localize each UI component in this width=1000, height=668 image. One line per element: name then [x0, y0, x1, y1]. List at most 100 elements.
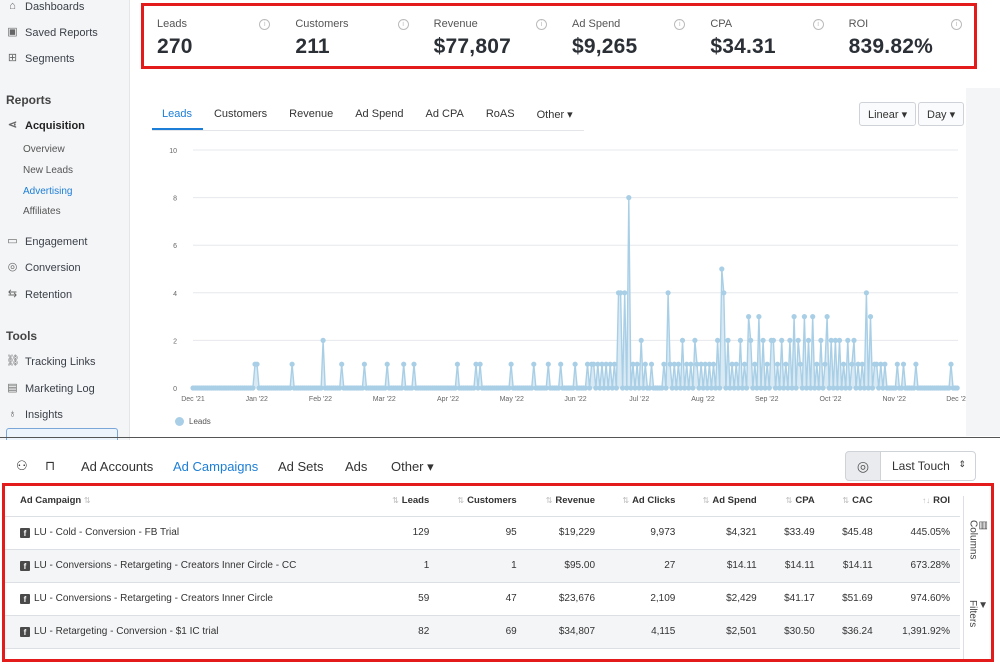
leads-point — [799, 385, 805, 391]
campaign-name-cell[interactable]: f LU - Conversions - Retargeting - Creato… — [5, 549, 377, 583]
tab-ad-accounts[interactable]: Ad Accounts — [81, 459, 154, 474]
campaign-name-cell[interactable]: f LU - Conversions - Retargeting - Creato… — [5, 582, 377, 616]
leads-point — [878, 361, 884, 367]
chart-legend[interactable]: Leads — [175, 417, 211, 426]
leads-point — [744, 385, 750, 391]
leads-point — [508, 361, 514, 367]
tab-ad-sets[interactable]: Ad Sets — [278, 459, 324, 474]
leads-point — [399, 385, 405, 391]
sidebar-subitem-advertising[interactable]: Advertising — [23, 186, 73, 197]
table-row[interactable]: f LU - Conversions - Retargeting - Creato… — [5, 582, 960, 616]
target-icon[interactable]: ◎ — [845, 451, 881, 481]
revenue-cell: $34,807 — [526, 615, 606, 649]
stat-label: Ad Spend — [571, 18, 621, 30]
leads-point — [622, 290, 628, 296]
leads-point — [783, 361, 789, 367]
info-icon[interactable]: i — [674, 19, 686, 30]
tab-ads[interactable]: Ads — [345, 459, 368, 474]
tab-other[interactable]: Other ▾ — [536, 109, 573, 121]
sidebar-item-label: Conversion — [25, 261, 81, 274]
tab-ad-campaigns[interactable]: Ad Campaigns — [173, 459, 259, 474]
table-row[interactable]: f LU - Retargeting - Conversion - $1 IC t… — [5, 615, 960, 649]
table-header-row: Ad Campaign ⇅ ⇅ Leads ⇅ Customers ⇅ Revenue… — [5, 486, 960, 517]
sidebar-item-conversion[interactable]: ◎ Conversion — [6, 261, 81, 274]
leads-point — [320, 337, 326, 343]
info-icon[interactable]: i — [259, 19, 271, 30]
stat-cpa: CPA $34.31 i — [697, 6, 835, 66]
sidebar-item-acquisition[interactable]: ⋖ Acquisition — [6, 119, 85, 132]
stat-leads: Leads 270 i — [144, 6, 282, 66]
leads-point — [770, 337, 777, 343]
x-tick-label: Mar '22 — [373, 396, 396, 403]
leads-point — [545, 361, 551, 367]
sidebar-item-saved-reports[interactable]: ▣ Saved Reports — [6, 26, 97, 39]
column-header-ad-spend[interactable]: ⇅ Ad Spend — [685, 486, 767, 517]
tab-roas[interactable]: RoAS — [485, 108, 515, 120]
ad-clicks-cell: 27 — [605, 549, 686, 583]
sidebar-subitem-overview[interactable]: Overview — [23, 144, 65, 155]
sidebar-item-dashboards[interactable]: ⌂ Dashboards — [6, 0, 84, 13]
sidebar-item-retention[interactable]: ⇆ Retention — [6, 288, 72, 301]
sidebar-bottom-button[interactable] — [6, 428, 118, 442]
sidebar-item-label: Marketing Log — [25, 382, 95, 395]
table-row[interactable]: f LU - Cold - Conversion - FB Trial 129 9… — [5, 516, 960, 550]
sidebar-item-insights[interactable]: ♁ Insights — [6, 408, 63, 421]
leads-point — [475, 385, 481, 391]
tab-customers[interactable]: Customers — [213, 108, 268, 120]
info-icon[interactable]: i — [950, 19, 962, 30]
scale-dropdown[interactable]: Linear ▾ — [859, 102, 917, 126]
sidebar-item-engagement[interactable]: ▭ Engagement — [6, 235, 87, 248]
leads-point — [880, 385, 886, 391]
cpa-cell: $30.50 — [766, 615, 825, 649]
column-header-ad-campaign[interactable]: Ad Campaign ⇅ — [5, 486, 377, 517]
sidebar-item-segments[interactable]: ⊞ Segments — [6, 52, 75, 65]
tab-ad-cpa[interactable]: Ad CPA — [425, 108, 464, 120]
column-header-cac[interactable]: ⇅ CAC — [824, 486, 883, 517]
leads-point — [698, 361, 704, 367]
attribution-select[interactable]: Last Touch ⇕ — [880, 451, 976, 481]
columns-button[interactable]: ▥ Columns — [966, 520, 988, 559]
leads-point — [841, 361, 847, 367]
column-header-leads[interactable]: ⇅ Leads — [376, 486, 440, 517]
sort-icon: ⇅ — [457, 496, 465, 506]
leads-point — [318, 385, 324, 391]
leads-point — [758, 385, 764, 391]
leads-point — [723, 385, 729, 391]
people-icon[interactable]: ⚇ — [16, 458, 28, 473]
columns-icon: ▥ — [978, 520, 988, 531]
tab-revenue[interactable]: Revenue — [289, 108, 334, 120]
leads-point — [702, 361, 708, 367]
leads-point — [572, 361, 578, 367]
campaign-name-cell[interactable]: f LU - Cold - Conversion - FB Trial — [5, 516, 377, 550]
revenue-cell: $95.00 — [526, 549, 606, 583]
sidebar-subitem-affiliates[interactable]: Affiliates — [23, 206, 61, 217]
tab-ad-spend[interactable]: Ad Spend — [355, 108, 404, 120]
bag-icon[interactable]: ⊓ — [45, 458, 56, 473]
leads-point — [529, 385, 535, 391]
column-header-roi[interactable]: ↑↓ ROI — [882, 486, 960, 517]
cpa-cell: $41.17 — [766, 582, 825, 616]
column-header-customers[interactable]: ⇅ Customers — [439, 486, 527, 517]
leads-cell: 59 — [376, 582, 440, 616]
leads-point — [898, 385, 905, 391]
campaign-name-cell[interactable]: f LU - Retargeting - Conversion - $1 IC t… — [5, 615, 377, 649]
filters-button[interactable]: ▼ Filters — [966, 600, 988, 627]
sidebar-item-tracking-links[interactable]: ⛓ Tracking Links — [6, 355, 96, 368]
tab-leads[interactable]: Leads — [152, 105, 203, 130]
leads-point — [661, 361, 667, 367]
table-row[interactable]: f LU - Conversions - Retargeting - Creato… — [5, 549, 960, 583]
info-icon[interactable]: i — [812, 19, 824, 30]
column-header-cpa[interactable]: ⇅ CPA — [766, 486, 825, 517]
leads-point — [803, 385, 810, 391]
leads-point — [946, 385, 952, 391]
column-header-ad-clicks[interactable]: ⇅ Ad Clicks — [605, 486, 686, 517]
sidebar-item-marketing-log[interactable]: ▤ Marketing Log — [6, 382, 95, 395]
tab-other[interactable]: Other ▾ — [391, 459, 434, 474]
interval-dropdown[interactable]: Day ▾ — [918, 102, 965, 126]
stat-revenue: Revenue $77,807 i — [421, 6, 559, 66]
info-icon[interactable]: i — [397, 19, 409, 30]
column-header-revenue[interactable]: ⇅ Revenue — [526, 486, 606, 517]
info-icon[interactable]: i — [535, 19, 547, 30]
x-tick-label: Nov '22 — [882, 396, 906, 403]
sidebar-subitem-new-leads[interactable]: New Leads — [23, 165, 74, 176]
